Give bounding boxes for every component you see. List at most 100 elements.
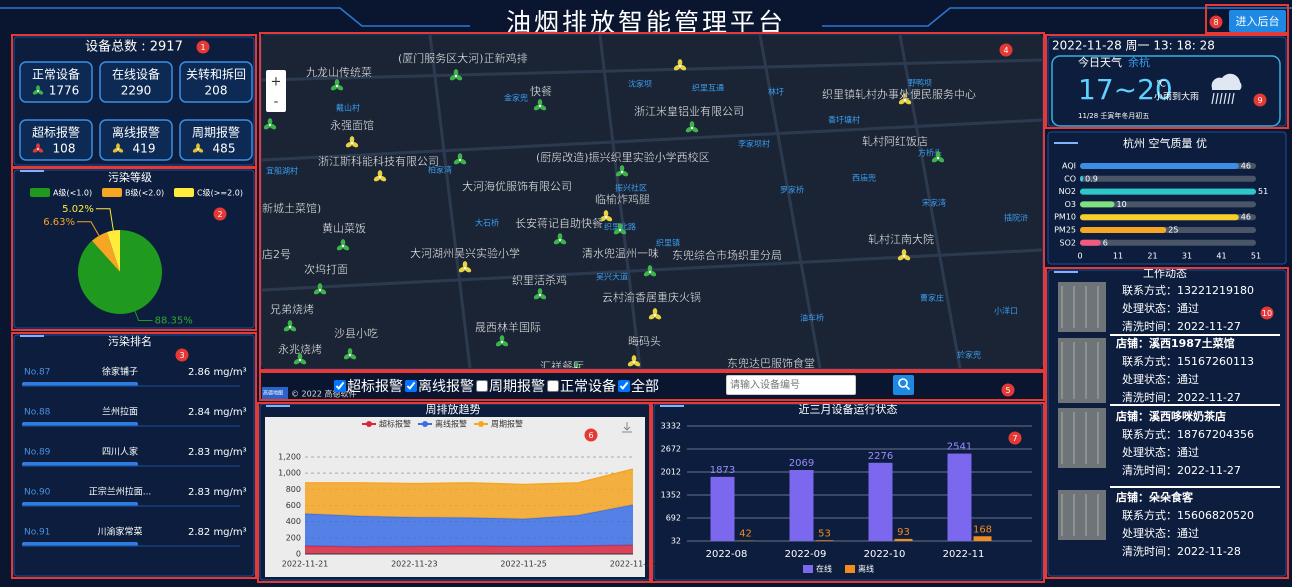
shop-name: 店铺：溪西哆咪奶茶店 xyxy=(1116,409,1226,423)
fan-hub xyxy=(621,171,623,173)
filter-checkbox[interactable] xyxy=(547,380,559,392)
y-tick-label: PM10 xyxy=(1054,213,1076,222)
status: 处理状态：通过 xyxy=(1122,526,1199,540)
map-place-label: 黄山菜饭 xyxy=(322,221,366,235)
map-area-label: 沈家坝 xyxy=(628,79,652,89)
y-tick-label: 32 xyxy=(671,537,681,546)
zoom-in-button[interactable]: + xyxy=(271,75,282,90)
fan-hub xyxy=(289,326,291,328)
fan-hub xyxy=(455,75,457,77)
y-tick-label: 800 xyxy=(286,485,301,494)
x-tick-label: 2022-09 xyxy=(785,549,827,560)
bar-value-label: 51 xyxy=(1258,187,1268,196)
filter-option[interactable]: 周期报警 xyxy=(476,376,545,396)
map: 戴山村沈家坝金家兜织里互通林圩野鸭坝香圩塘村李家坝村方桥头宜船湖村柏家湾西庙兜罗… xyxy=(262,35,1042,373)
x-tick-label: 51 xyxy=(1251,252,1261,261)
fan-hub xyxy=(903,255,905,257)
tile-label: 正常设备 xyxy=(32,68,80,82)
legend-label: B级(<2.0) xyxy=(125,188,164,198)
badge-number: 2 xyxy=(217,210,222,219)
filter-label: 周期报警 xyxy=(489,376,545,396)
bar-value-label: 93 xyxy=(897,527,910,538)
filter-label: 全部 xyxy=(631,376,659,396)
map-area-label: 罗家桥 xyxy=(780,185,804,195)
device-search-input[interactable] xyxy=(726,375,856,395)
filter-option[interactable]: 超标报警 xyxy=(334,376,403,396)
filter-checkbox[interactable] xyxy=(618,380,630,392)
map-place-label: 云村渝香居重庆火锅 xyxy=(602,290,701,304)
rank-number: No.91 xyxy=(24,528,50,538)
filter-label: 正常设备 xyxy=(560,376,616,396)
tile-count: 419 xyxy=(133,142,156,156)
filter-checkbox[interactable] xyxy=(334,380,346,392)
bar xyxy=(816,540,834,541)
y-tick-label: NO2 xyxy=(1059,187,1076,196)
y-tick-label: PM25 xyxy=(1054,226,1076,235)
filter-option[interactable]: 正常设备 xyxy=(547,376,616,396)
badge-number: 4 xyxy=(1003,46,1008,55)
map-place-label: 次坞打面 xyxy=(304,262,348,276)
x-tick-label: 31 xyxy=(1182,252,1192,261)
badge-number: 8 xyxy=(1213,18,1218,27)
zoom-out-button[interactable]: - xyxy=(274,95,279,110)
x-tick-label: 41 xyxy=(1216,252,1226,261)
chart-title: 污染等级 xyxy=(108,170,152,184)
bar xyxy=(895,539,913,541)
map-area-label: 织里互通 xyxy=(692,83,724,93)
bar-value-label: 2276 xyxy=(868,451,893,462)
tile-count: 2290 xyxy=(121,84,152,98)
chart-title: 杭州 空气质量 优 xyxy=(1123,136,1207,150)
rank-value: 2.86 mg/m³ xyxy=(188,367,247,378)
status: 处理状态：通过 xyxy=(1122,445,1199,459)
map-place-label: 清水兜温州一味 xyxy=(582,246,659,260)
legend-label: 离线报警 xyxy=(435,419,467,429)
admin-button[interactable]: 进入后台 xyxy=(1229,10,1286,32)
filter-option[interactable]: 离线报警 xyxy=(405,376,474,396)
fan-hub xyxy=(379,176,381,178)
rank-name: 正宗兰州拉面... xyxy=(89,486,152,498)
weather-lunar: 11/28 壬寅年冬月初五 xyxy=(1078,111,1149,120)
filter-label: 超标报警 xyxy=(347,376,403,396)
filter-checkbox[interactable] xyxy=(476,380,488,392)
x-tick-label: 2022-10 xyxy=(864,549,906,560)
rank-number: No.88 xyxy=(24,408,51,418)
map-area-label: 振兴社区 xyxy=(615,183,647,193)
bar-value-label: 6 xyxy=(1103,238,1108,247)
bar-value-label: 1873 xyxy=(710,465,735,476)
bar-value-label: 2541 xyxy=(947,442,972,453)
legend-label: 在线 xyxy=(816,564,832,574)
bar xyxy=(1080,214,1239,220)
pie-value-label: 5.02% xyxy=(62,204,94,215)
map-place-label: 兄弟烧烤 xyxy=(270,302,314,316)
map-area-label: 李家坝村 xyxy=(738,139,770,149)
fan-hub xyxy=(654,314,656,316)
shop-photo xyxy=(1058,338,1106,403)
tile-label: 关转和拆回 xyxy=(186,67,246,82)
rank-number: No.90 xyxy=(24,488,51,498)
search-icon xyxy=(897,377,911,391)
map-place-label: 东兜综合市场织里分局 xyxy=(672,248,782,262)
tile-count: 108 xyxy=(53,142,76,156)
filter-checkbox[interactable] xyxy=(405,380,417,392)
bar xyxy=(948,454,972,541)
fan-hub xyxy=(539,105,541,107)
map-area-label: 林圩 xyxy=(768,87,784,97)
pie-value-label: 6.63% xyxy=(43,217,75,228)
map-place-label: 轧村江南大院 xyxy=(868,232,934,246)
x-tick-label: 2022-08 xyxy=(706,549,748,560)
rank-bar xyxy=(22,422,138,426)
map-place-label: 永强面馆 xyxy=(330,118,374,132)
contact: 联系方式：13221219180 xyxy=(1122,283,1254,297)
search-button[interactable] xyxy=(893,375,914,395)
y-tick-label: 1,000 xyxy=(278,469,301,478)
bar xyxy=(869,463,893,541)
fan-hub xyxy=(342,245,344,247)
device-total: 设备总数 : 2917 xyxy=(85,39,183,55)
map-area-label: 油车桥 xyxy=(800,313,824,323)
rank-name: 四川人家 xyxy=(102,446,138,458)
bar xyxy=(1080,227,1166,233)
datetime: 2022-11-28 周一 13: 18: 28 xyxy=(1052,39,1215,53)
filter-option[interactable]: 全部 xyxy=(618,376,659,396)
map-area-label: 宜船湖村 xyxy=(266,166,298,176)
y-tick-label: 600 xyxy=(286,501,301,510)
